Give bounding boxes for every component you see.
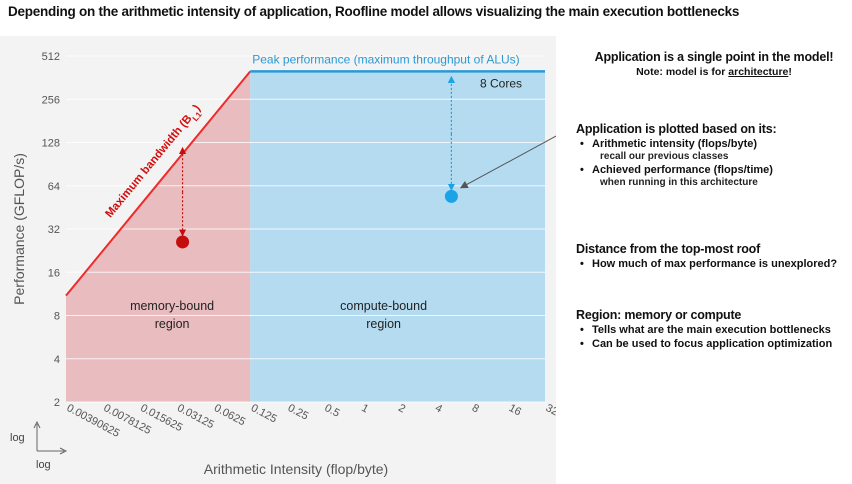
- corner-arrow-right: [59, 447, 68, 455]
- pointer-arrow: [459, 135, 556, 189]
- y-tick-label: 16: [48, 267, 60, 279]
- application-point: [444, 189, 458, 203]
- bullet-arithmetic-intensity: Arithmetic intensity (flops/byte): [576, 138, 852, 150]
- corner-arrow-up: [33, 420, 41, 429]
- y-tick-label: 4: [54, 354, 60, 366]
- cores-label: 8 Cores: [480, 76, 522, 90]
- bullet-bottlenecks: Tells what are the main execution bottle…: [576, 324, 852, 336]
- note-region-heading: Region: memory or compute: [576, 308, 742, 322]
- memory-region-label-line2: region: [155, 317, 190, 331]
- x-tick-label: 0.5: [323, 402, 342, 420]
- bullet-optimization: Can be used to focus application optimiz…: [576, 338, 852, 350]
- y-tick-label: 512: [42, 51, 60, 63]
- note-region: Region: memory or compute Tells what are…: [576, 308, 852, 350]
- compute-region-label-line1: compute-bound: [340, 299, 427, 313]
- peak-performance-label: Peak performance (maximum throughput of …: [252, 52, 519, 66]
- note-plotted-based: Application is plotted based on its: Ari…: [576, 122, 852, 188]
- x-tick-label: 2: [396, 402, 407, 415]
- note-architecture-word: architecture: [728, 66, 789, 78]
- y-tick-label: 128: [42, 138, 60, 150]
- note-architecture-prefix: Note: model is for: [636, 66, 729, 78]
- y-tick-label: 256: [42, 94, 60, 106]
- note-single-point-heading: Application is a single point in the mod…: [594, 50, 834, 64]
- y-tick-label: 64: [48, 181, 60, 193]
- memory-region-label-line1: memory-bound: [130, 299, 214, 313]
- x-tick-label: 0.25: [286, 402, 311, 423]
- bullet-arithmetic-intensity-detail: recall our previous classes: [600, 151, 729, 162]
- note-distance-heading: Distance from the top-most roof: [576, 242, 761, 256]
- x-axis-title: Arithmetic Intensity (flop/byte): [204, 461, 388, 477]
- note-single-point: Application is a single point in the mod…: [576, 50, 852, 78]
- compute-bound-region: [250, 71, 545, 402]
- bullet-achieved-performance: Achieved performance (flops/time): [576, 164, 852, 176]
- roofline-chart: 2 4 8 16 32 64 128 256 512 0.00390625 0.0078125 0.0…: [0, 36, 556, 484]
- memory-bandwidth-roof: [65, 70, 252, 297]
- bullet-achieved-performance-detail: when running in this architecture: [600, 177, 758, 188]
- y-tick-label: 8: [54, 311, 60, 323]
- note-architecture-remark: Note: model is for architecture!: [576, 66, 852, 78]
- y-tick-label: 32: [48, 224, 60, 236]
- x-tick-label: 1: [359, 402, 370, 415]
- note-architecture-suffix: !: [788, 66, 792, 78]
- note-plotted-heading: Application is plotted based on its:: [576, 122, 777, 136]
- compute-region-label-line2: region: [366, 317, 401, 331]
- x-tick-label: 16: [507, 402, 523, 418]
- y-tick-label: 2: [54, 397, 60, 409]
- x-tick-label: 4: [433, 402, 444, 415]
- slide-title: Depending on the arithmetic intensity of…: [8, 4, 740, 19]
- application-point: [176, 235, 190, 249]
- y-axis-title: Performance (GFLOP/s): [11, 153, 27, 305]
- x-tick-label: 32: [544, 402, 556, 418]
- bullet-unexplored: How much of max performance is unexplore…: [576, 258, 852, 270]
- memory-bound-region: [66, 71, 251, 402]
- x-tick-label: 8: [470, 402, 481, 415]
- y-scale-label: log: [10, 432, 25, 444]
- note-distance-roof: Distance from the top-most roof How much…: [576, 242, 852, 270]
- roofline-plot: 2481632641282565120.003906250.00781250.0…: [10, 51, 556, 477]
- x-tick-label: 0.125: [249, 402, 279, 426]
- x-scale-label: log: [36, 459, 51, 471]
- x-tick-label: 0.0625: [212, 402, 247, 428]
